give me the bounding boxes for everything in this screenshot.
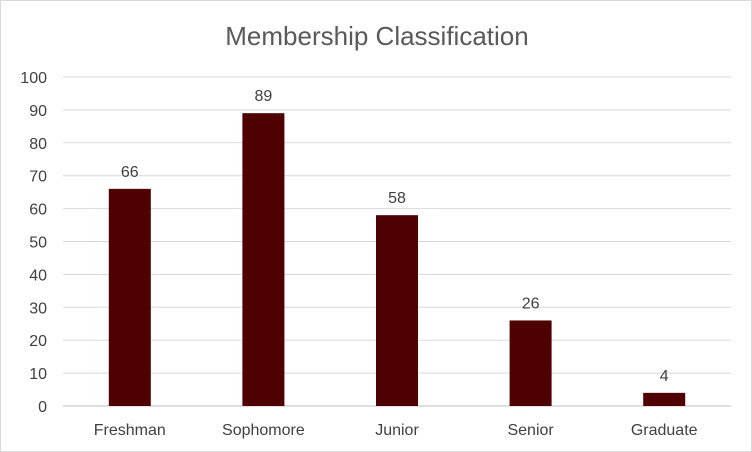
- bar: [509, 320, 552, 406]
- chart-title: Membership Classification: [225, 21, 528, 51]
- bars: [108, 113, 686, 406]
- y-tick-label: 90: [29, 103, 47, 120]
- data-label: 66: [121, 164, 139, 181]
- x-axis-category-labels: Freshman Sophomore Junior Senior Graduate: [94, 422, 698, 439]
- data-label: 58: [388, 190, 406, 207]
- data-label: 26: [522, 295, 540, 312]
- bar: [108, 188, 151, 406]
- category-label: Graduate: [631, 422, 698, 439]
- y-axis-tick-labels: 0 10 20 30 40 50 60 70 80 90 100: [20, 70, 47, 416]
- data-label: 4: [660, 368, 669, 385]
- y-tick-label: 60: [29, 202, 47, 219]
- bar: [643, 392, 686, 406]
- y-tick-label: 80: [29, 136, 47, 153]
- data-label: 89: [255, 88, 273, 105]
- bar: [376, 215, 418, 406]
- data-labels: 66 89 58 26 4: [121, 88, 669, 385]
- y-tick-label: 70: [29, 169, 47, 186]
- y-tick-label: 20: [29, 333, 47, 350]
- category-label: Junior: [375, 422, 419, 439]
- bar: [242, 113, 285, 406]
- category-label: Senior: [507, 422, 554, 439]
- y-tick-label: 40: [29, 267, 47, 284]
- y-tick-label: 100: [20, 70, 47, 87]
- y-tick-label: 10: [29, 366, 47, 383]
- category-label: Sophomore: [222, 422, 305, 439]
- y-tick-label: 0: [38, 399, 47, 416]
- category-label: Freshman: [94, 422, 166, 439]
- y-tick-label: 50: [29, 235, 47, 252]
- y-tick-label: 30: [29, 300, 47, 317]
